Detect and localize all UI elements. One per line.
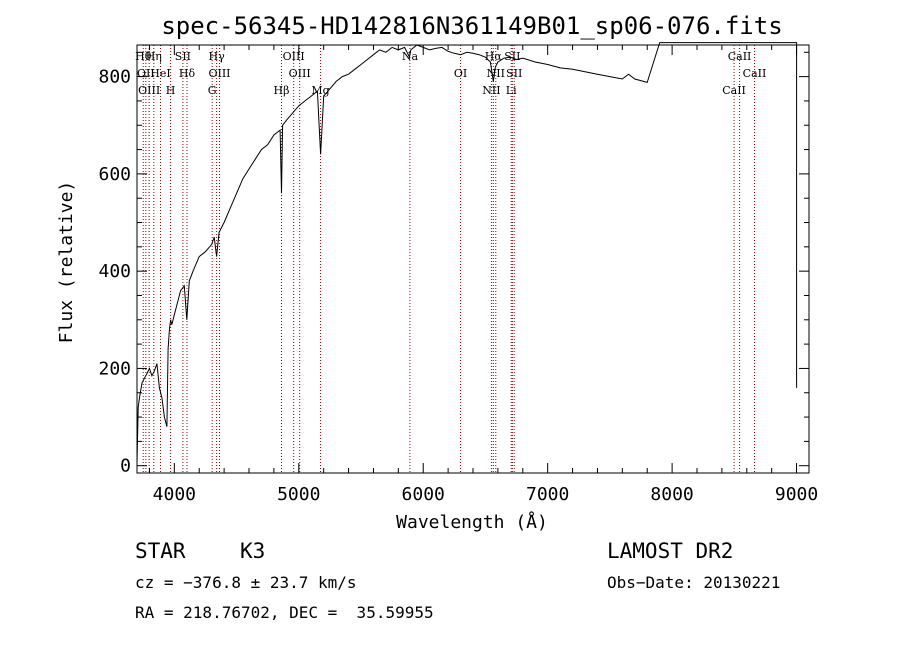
object-class: STAR xyxy=(135,539,186,563)
x-tick-label: 7000 xyxy=(526,484,569,505)
x-tick-label: 8000 xyxy=(650,484,693,505)
line-label: G xyxy=(208,84,217,97)
survey-name: LAMOST DR2 xyxy=(607,539,734,563)
line-label: Hα xyxy=(485,50,503,63)
y-tick-label: 600 xyxy=(98,164,131,185)
x-tick-label: 4000 xyxy=(153,484,196,505)
line-label: H xyxy=(166,84,176,97)
x-axis-label: Wavelength (Å) xyxy=(396,511,548,533)
line-label: NII xyxy=(487,67,505,80)
line-label: Mg xyxy=(311,84,329,97)
line-label: OI xyxy=(454,67,467,80)
line-label: Hγ xyxy=(209,50,226,63)
line-label: CaII xyxy=(743,67,767,80)
line-label: SII xyxy=(506,67,522,80)
redshift-velocity: cz = −376.8 ± 23.7 km/s xyxy=(135,573,357,592)
y-tick-label: 400 xyxy=(98,261,131,282)
y-tick-label: 200 xyxy=(98,358,131,379)
chart-title: spec-56345-HD142816N361149B01_sp06-076.f… xyxy=(161,12,782,40)
line-label: Hβ xyxy=(274,84,290,97)
x-tick-label: 5000 xyxy=(277,484,320,505)
line-label: CaII xyxy=(722,84,746,97)
x-axis-ticks: 4000 5000 6000 7000 8000 9000 xyxy=(148,45,818,505)
y-axis-label: Flux (relative) xyxy=(56,181,77,344)
x-tick-label: 9000 xyxy=(775,484,818,505)
line-label: HeI xyxy=(150,67,170,80)
line-label: CaII xyxy=(728,50,752,63)
line-label: OIII xyxy=(208,67,230,80)
spectral-line-markers xyxy=(142,45,755,473)
observation-date: Obs−Date: 20130221 xyxy=(607,573,781,592)
object-subclass: K3 xyxy=(240,539,266,563)
spectrum-line xyxy=(136,42,798,464)
line-label: OIII xyxy=(283,50,305,63)
line-label: SII xyxy=(504,50,520,63)
y-tick-label: 0 xyxy=(120,456,131,477)
x-tick-label: 6000 xyxy=(402,484,445,505)
coordinates: RA = 218.76702, DEC = 35.59955 xyxy=(135,603,434,622)
line-label: SII xyxy=(175,50,191,63)
plot-frame xyxy=(136,44,810,474)
line-label: OIII xyxy=(138,84,160,97)
line-label: Li xyxy=(506,84,517,97)
spectral-line-labels: HθOIIOIIIHηHeIHSIIHδGHγOIIIHβOIIIOIIIMgN… xyxy=(135,50,766,97)
y-tick-label: 800 xyxy=(98,67,131,88)
line-label: OIII xyxy=(289,67,311,80)
line-label: NII xyxy=(482,84,500,97)
line-label: Hη xyxy=(146,50,162,63)
line-label: Hδ xyxy=(179,67,196,80)
y-axis-ticks: 0 200 400 600 800 xyxy=(98,51,809,477)
line-label: Hθ xyxy=(135,50,152,63)
